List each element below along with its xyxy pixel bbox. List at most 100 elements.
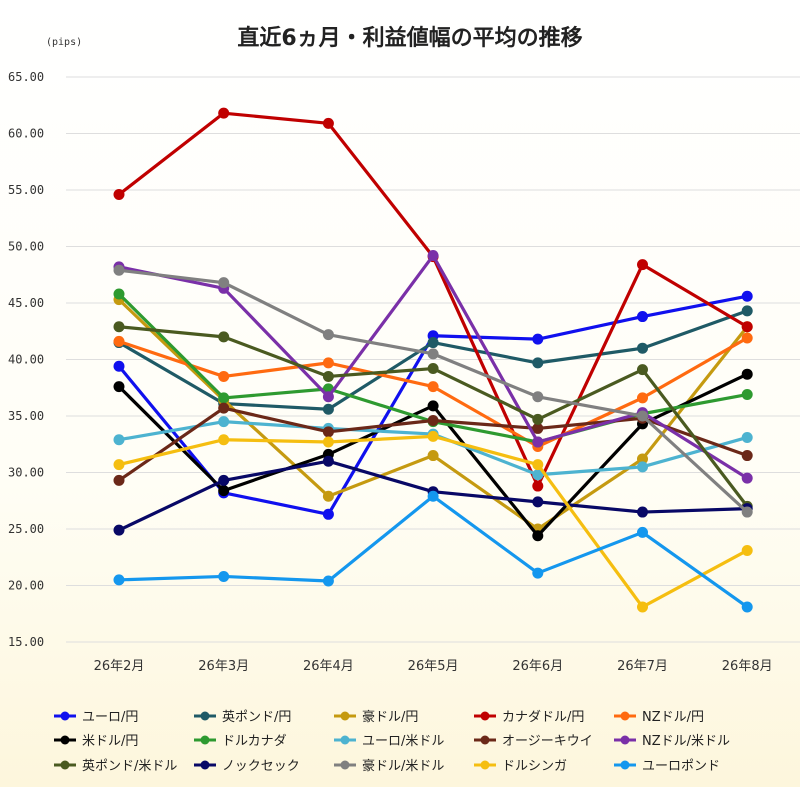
data-point [218,485,230,497]
data-point [427,490,439,502]
data-point [532,459,544,471]
legend-label: 豪ドル/米ドル [362,758,444,774]
series-lines [113,107,753,613]
legend-item: ユーロポンド [614,759,720,774]
data-point [637,601,648,613]
data-point [113,474,125,486]
data-point [322,426,334,438]
legend-item: ドルシンガ [474,759,567,774]
legend-swatch-marker [480,735,490,745]
data-point [322,575,334,587]
series-line [117,434,749,609]
data-point [113,189,125,201]
legend-swatch-marker [480,711,490,721]
legend-label: 英ポンド/円 [222,710,291,725]
data-point [427,250,439,262]
y-tick-label: 60.00 [8,127,44,141]
legend-swatch-marker [340,760,350,770]
data-point [218,107,230,119]
legend-item: 米ドル/円 [54,734,138,749]
legend-label: NZドル/円 [642,710,704,725]
data-point [427,400,439,412]
y-tick-label: 30.00 [8,466,44,480]
legend-label: カナダドル/円 [502,710,584,725]
data-point [637,311,648,323]
data-point [532,413,544,425]
legend-item: オージーキウイ [474,734,593,749]
legend-item: ドルカナダ [194,734,287,749]
data-point [741,472,753,484]
data-point [741,368,753,380]
x-tick-label: 26年4月 [303,659,354,674]
data-point [322,403,334,415]
legend-item: ユーロ/円 [54,710,138,725]
data-point [637,259,648,271]
legend-item: カナダドル/円 [474,710,584,725]
data-point [113,360,125,372]
x-tick-label: 26年7月 [617,659,668,674]
legend-swatch-marker [60,760,70,770]
data-point [322,508,334,520]
data-point [218,416,230,428]
legend-swatch-marker [480,760,490,770]
data-point [427,430,439,442]
legend-swatch-marker [60,711,70,721]
data-point [322,357,334,369]
legend-label: ノックセック [222,759,300,774]
data-point [532,480,544,492]
data-point [427,348,439,360]
data-point [113,524,125,536]
series-1 [113,305,753,415]
data-point [741,431,753,443]
data-point [322,455,334,467]
legend-item: 豪ドル/米ドル [334,758,444,774]
data-point [113,335,125,347]
y-tick-label: 40.00 [8,353,44,367]
data-point [322,490,334,502]
data-point [532,530,544,542]
data-point [637,410,648,422]
data-point [218,392,230,404]
data-point [427,363,439,375]
data-point [113,321,125,333]
y-tick-label: 55.00 [8,183,44,197]
y-tick-label: 25.00 [8,522,44,536]
legend-label: 豪ドル/円 [362,709,418,725]
legend-swatch-marker [340,711,350,721]
data-point [113,381,125,393]
data-point [532,391,544,403]
y-tick-label: 65.00 [8,70,44,84]
data-point [741,332,753,344]
data-point [741,321,753,333]
data-point [637,342,648,354]
data-point [532,469,544,481]
legend-swatch-marker [620,711,630,721]
legend-label: ユーロ/米ドル [362,734,444,749]
data-point [741,305,753,317]
legend-swatch-marker [620,735,630,745]
data-point [637,392,648,404]
x-tick-label: 26年6月 [512,659,563,674]
x-tick-label: 26年2月 [94,659,145,674]
data-point [218,474,230,486]
y-tick-label: 15.00 [8,635,44,649]
legend-swatch-marker [200,735,210,745]
data-point [322,117,334,129]
legend-label: ドルカナダ [222,734,287,749]
legend-swatch-marker [200,760,210,770]
y-tick-label: 35.00 [8,409,44,423]
data-point [322,436,334,448]
data-point [427,450,439,462]
data-point [532,357,544,369]
data-point [322,370,334,382]
data-point [427,381,439,393]
series-14 [113,490,753,613]
x-tick-label: 26年3月 [198,659,249,674]
data-point [113,574,125,586]
y-tick-label: 50.00 [8,240,44,254]
data-point [427,415,439,427]
legend-item: 英ポンド/円 [194,710,291,725]
x-tick-label: 26年8月 [722,659,773,674]
legend-label: 英ポンド/米ドル [82,759,177,774]
x-tick-label: 26年5月 [408,659,459,674]
